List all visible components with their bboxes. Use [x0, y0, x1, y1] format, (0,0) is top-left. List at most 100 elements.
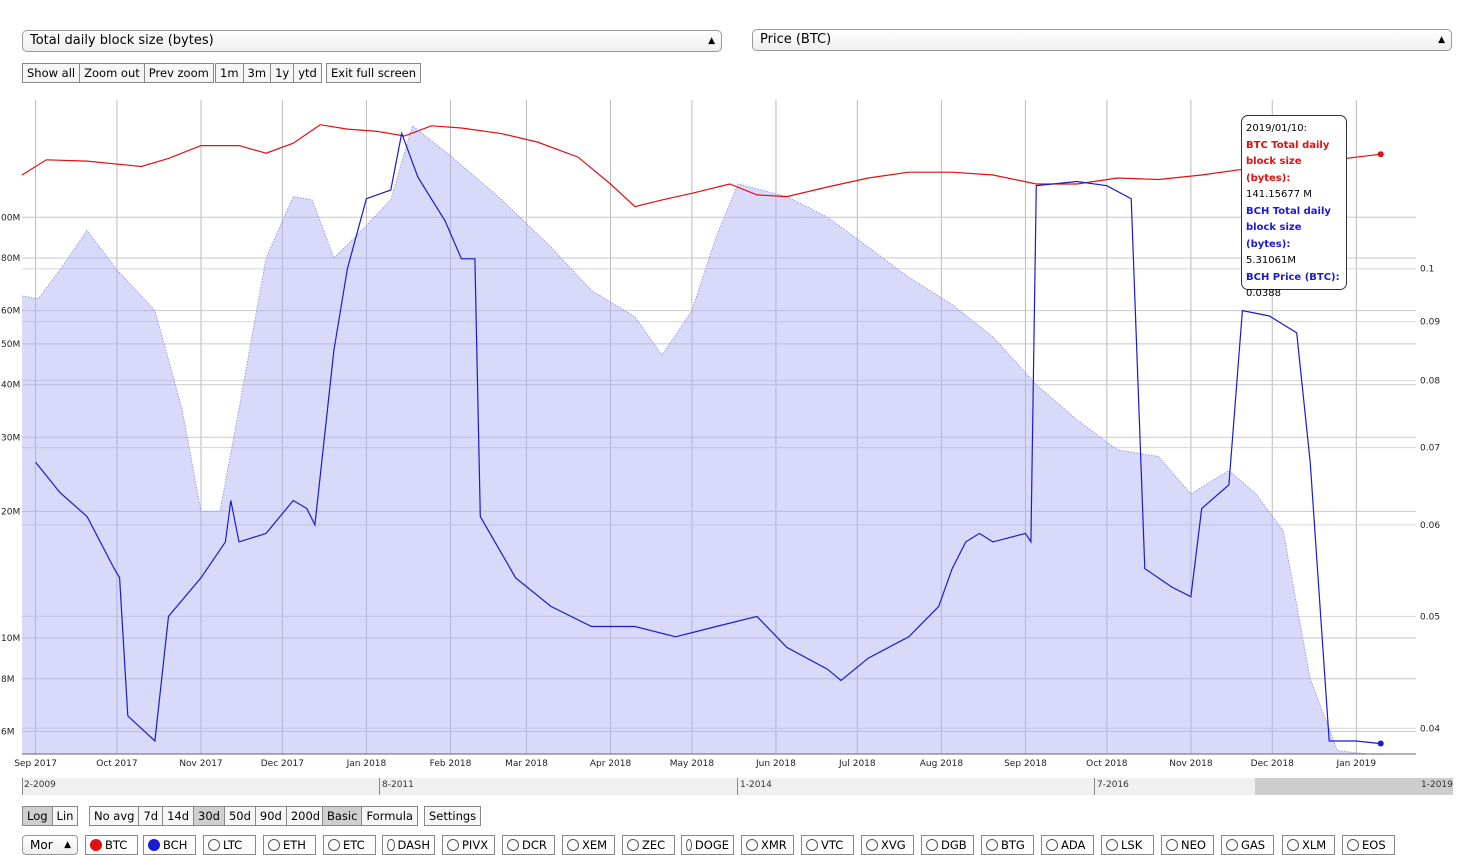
left-tick-label: 40M: [1, 381, 20, 391]
avg-50d-button[interactable]: 50d: [224, 807, 256, 825]
x-tick-label: Jan 2018: [346, 759, 387, 769]
radio-dot-icon: [1347, 839, 1359, 851]
coin-toggle-eos[interactable]: EOS: [1342, 835, 1395, 855]
tooltip-bch-value: 5.31061M: [1246, 255, 1296, 266]
radio-dot-icon: [1287, 839, 1299, 851]
coin-toggle-dash[interactable]: DASH: [382, 835, 435, 855]
radio-dot-icon: [926, 839, 938, 851]
x-tick-label: Feb 2018: [430, 759, 472, 769]
range-3m-button[interactable]: 3m: [243, 64, 272, 82]
chart-canvas[interactable]: Sep 2017 Oct 2017 Nov 2017 Dec 2017 Jan 2018…: [0, 100, 1457, 772]
coin-toggle-vtc[interactable]: VTC: [801, 835, 854, 855]
coin-toggle-btg[interactable]: BTG: [981, 835, 1034, 855]
tooltip-bch-price-value: 0.0388: [1246, 288, 1281, 299]
coin-label: BTC: [105, 838, 128, 852]
coin-label: DGB: [941, 838, 967, 852]
coin-label: PIVX: [462, 838, 489, 852]
coin-toggle-xem[interactable]: XEM: [562, 835, 615, 855]
radio-dot-icon: [627, 839, 639, 851]
coin-toggle-gas[interactable]: GAS: [1221, 835, 1274, 855]
coin-label: DCR: [522, 838, 547, 852]
radio-dot-icon: [90, 839, 102, 851]
radio-dot-icon: [567, 839, 579, 851]
settings-button[interactable]: Settings: [425, 807, 481, 825]
left-metric-select[interactable]: Total daily block size (bytes) ▲: [22, 30, 722, 52]
coin-toggle-dgb[interactable]: DGB: [921, 835, 974, 855]
avg-7d-button[interactable]: 7d: [139, 807, 164, 825]
more-coins-select[interactable]: Mor ▲: [22, 835, 78, 855]
prev-zoom-button[interactable]: Prev zoom: [144, 64, 213, 82]
navigator-label: 7-2016: [1097, 780, 1129, 790]
coin-label: BTG: [1001, 838, 1025, 852]
radio-dot-icon: [1046, 839, 1058, 851]
coin-toggle-xmr[interactable]: XMR: [741, 835, 794, 855]
coin-label: XVG: [881, 838, 906, 852]
range-navigator[interactable]: 2-2009 8-2011 1-2014 7-2016 1-2019: [22, 778, 1453, 795]
basic-mode-button[interactable]: Basic: [323, 807, 363, 825]
coin-label: GAS: [1241, 838, 1266, 852]
avg-30d-button[interactable]: 30d: [194, 807, 225, 825]
series-lines: [21, 124, 1384, 747]
range-1m-button[interactable]: 1m: [216, 64, 244, 82]
coin-toggle-ada[interactable]: ADA: [1041, 835, 1094, 855]
coin-toggle-neo[interactable]: NEO: [1161, 835, 1214, 855]
chart-tooltip: 2019/01/10: BTC Total daily block size (…: [1241, 115, 1347, 299]
x-tick-label: Jan 2019: [1336, 759, 1377, 769]
left-tick-label: 60M: [1, 307, 20, 317]
right-tick-label: 0.06: [1420, 521, 1440, 531]
formula-mode-button[interactable]: Formula: [362, 807, 417, 825]
exit-full-screen-button[interactable]: Exit full screen: [327, 64, 421, 82]
coin-toggle-lsk[interactable]: LSK: [1101, 835, 1154, 855]
radio-dot-icon: [806, 839, 818, 851]
range-ytd-button[interactable]: ytd: [294, 64, 321, 82]
navigator-selection[interactable]: [1255, 778, 1453, 795]
x-tick-label: Apr 2018: [590, 759, 632, 769]
right-metric-select[interactable]: Price (BTC) ▲: [752, 29, 1452, 51]
left-tick-label: 20M: [1, 507, 20, 517]
select-arrows-icon: ▲: [708, 36, 715, 46]
coin-label: ETH: [283, 838, 306, 852]
radio-dot-icon: [1166, 839, 1178, 851]
zoom-out-button[interactable]: Zoom out: [80, 64, 145, 82]
coin-toggle-etc[interactable]: ETC: [323, 835, 376, 855]
avg-200d-button[interactable]: 200d: [286, 807, 325, 825]
avg-14d-button[interactable]: 14d: [163, 807, 195, 825]
right-tick-label: 0.09: [1420, 318, 1440, 328]
radio-dot-icon: [686, 839, 692, 851]
right-tick-label: 0.04: [1420, 724, 1440, 734]
coin-toggle-btc[interactable]: BTC: [85, 835, 138, 855]
tooltip-bch-label: BCH Total daily block size (bytes): [1246, 205, 1331, 250]
coin-toggle-doge[interactable]: DOGE: [681, 835, 734, 855]
show-all-button[interactable]: Show all: [23, 64, 81, 82]
left-tick-label: 6M: [1, 727, 15, 737]
coin-toggle-xvg[interactable]: XVG: [861, 835, 914, 855]
avg-90d-button[interactable]: 90d: [255, 807, 287, 825]
coin-toggle-eth[interactable]: ETH: [263, 835, 316, 855]
radio-dot-icon: [268, 839, 280, 851]
fullscreen-button-group: Exit full screen: [326, 63, 422, 83]
range-1y-button[interactable]: 1y: [271, 64, 295, 82]
scale-button-group: Log Lin: [22, 806, 79, 826]
radio-dot-icon: [447, 839, 459, 851]
coin-toggle-zec[interactable]: ZEC: [622, 835, 675, 855]
x-tick-label: May 2018: [670, 759, 715, 769]
coin-toggle-xlm[interactable]: XLM: [1282, 835, 1335, 855]
tooltip-date: 2019/01/10:: [1246, 123, 1308, 134]
linear-scale-button[interactable]: Lin: [52, 807, 78, 825]
coin-toggle-ltc[interactable]: LTC: [203, 835, 256, 855]
coin-label: XEM: [582, 838, 608, 852]
radio-dot-icon: [866, 839, 878, 851]
radio-dot-icon: [1226, 839, 1238, 851]
radio-dot-icon: [148, 839, 160, 851]
radio-dot-icon: [1106, 839, 1118, 851]
radio-dot-icon: [387, 839, 395, 851]
radio-dot-icon: [208, 839, 220, 851]
no-avg-button[interactable]: No avg: [90, 807, 140, 825]
coin-toggle-pivx[interactable]: PIVX: [442, 835, 495, 855]
coin-toggle-dcr[interactable]: DCR: [502, 835, 555, 855]
log-scale-button[interactable]: Log: [23, 807, 53, 825]
left-tick-label: 00M: [1, 213, 20, 223]
series-end-point: [1377, 740, 1384, 747]
coin-toggle-bch[interactable]: BCH: [143, 835, 196, 855]
x-tick-label: Jun 2018: [755, 759, 796, 769]
